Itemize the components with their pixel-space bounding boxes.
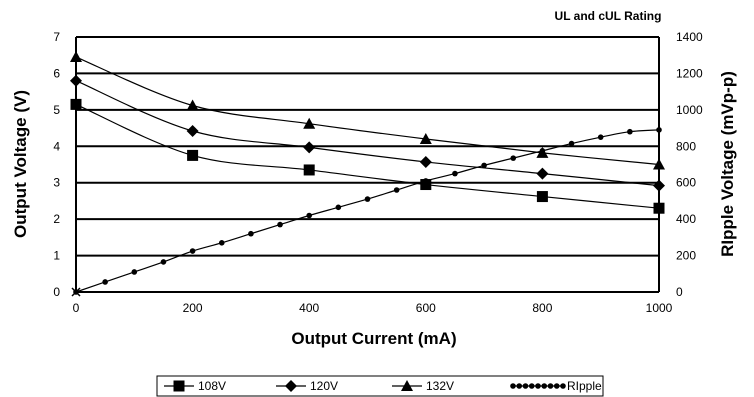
y2-axis-title: RIpple Voltage (mVp-p): [718, 71, 737, 257]
data-point: [335, 204, 342, 211]
data-point: [393, 187, 400, 193]
x-tick-label: 800: [532, 301, 552, 315]
y2-tick-label: 800: [676, 139, 696, 153]
x-axis-title: Output Current (mA): [291, 329, 456, 348]
legend-marker: [173, 380, 185, 392]
data-point: [187, 149, 199, 161]
y2-tick-label: 400: [676, 212, 696, 226]
series-line: [75, 80, 660, 187]
grid: [76, 36, 659, 293]
data-point: [627, 128, 633, 135]
data-point: [419, 155, 432, 168]
legend-marker: [401, 380, 413, 391]
origin-mark: [71, 287, 81, 297]
data-point: [653, 202, 665, 214]
legend-label: 108V: [198, 379, 226, 393]
data-point: [70, 51, 82, 63]
x-tick-label: 400: [299, 301, 319, 315]
data-point: [423, 178, 429, 184]
data-point: [186, 124, 199, 137]
data-point: [364, 196, 371, 202]
data-point: [303, 141, 316, 154]
data-point: [306, 212, 313, 219]
data-point: [656, 127, 662, 133]
y2-tick-label: 1200: [676, 66, 703, 80]
data-point: [186, 99, 199, 111]
y2-tick-label: 1400: [676, 30, 703, 44]
x-tick-label: 1000: [646, 301, 673, 315]
y2-tick-label: 0: [676, 285, 683, 299]
data-point: [277, 221, 283, 228]
y-tick-label: 5: [53, 103, 60, 117]
y-tick-label: 7: [53, 30, 60, 44]
data-point: [303, 117, 316, 129]
legend-marker: [535, 383, 541, 389]
data-point: [539, 148, 546, 154]
tick-labels: 0 1 2 3 4 5 6 7 0 200 400 600 800 1000 1200 1400 0 200 400…: [53, 30, 703, 315]
data-point: [218, 240, 225, 246]
y-tick-label: 0: [53, 285, 60, 299]
data-point: [510, 155, 517, 161]
axes: [75, 37, 660, 292]
data-point: [102, 279, 108, 285]
legend-box: [156, 375, 604, 397]
data-point: [419, 133, 432, 144]
data-point: [536, 167, 549, 180]
data-point: [653, 179, 665, 192]
data-point: [189, 248, 196, 254]
series-line: [75, 56, 660, 166]
y-tick-label: 6: [53, 66, 60, 80]
legend-marker: [516, 383, 523, 389]
data-point: [303, 164, 315, 176]
x-tick-label: 200: [183, 301, 203, 315]
legend: 108V 120V 132V RIpple: [156, 375, 604, 397]
series-line: [75, 103, 660, 209]
y2-tick-label: 1000: [676, 103, 703, 117]
x-tick-label: 600: [416, 301, 436, 315]
legend-marker: [541, 383, 548, 389]
series-group: [70, 51, 665, 297]
legend-label: 132V: [426, 379, 454, 393]
y2-tick-label: 200: [676, 249, 696, 263]
data-point: [536, 191, 548, 203]
annotation: UL and cUL Rating: [555, 9, 662, 23]
legend-label: RIpple: [567, 379, 602, 393]
legend-label: 120V: [310, 379, 338, 393]
series-120v: [70, 74, 665, 192]
y-tick-label: 2: [53, 212, 60, 226]
series-line: [75, 129, 660, 293]
legend-marker: [285, 380, 297, 392]
data-point: [653, 158, 665, 170]
legend-marker: [547, 383, 554, 389]
y-axis-title: Output Voltage (V): [11, 90, 30, 238]
series-108v: [70, 98, 665, 214]
series-132v: [70, 51, 665, 170]
data-point: [131, 269, 138, 275]
data-point: [160, 259, 167, 265]
legend-marker: [560, 383, 566, 389]
data-point: [70, 98, 82, 110]
x-tick-label: 0: [73, 301, 80, 315]
data-point: [248, 230, 254, 237]
data-point: [481, 162, 487, 169]
series-ripple: [73, 127, 662, 295]
data-point: [420, 179, 432, 191]
y-tick-label: 4: [53, 139, 60, 153]
y2-tick-label: 600: [676, 176, 696, 190]
data-point: [70, 74, 82, 87]
data-point: [452, 170, 458, 177]
y-tick-label: 1: [53, 249, 60, 263]
y-tick-label: 3: [53, 176, 60, 190]
legend-marker: [553, 383, 560, 389]
legend-marker: [510, 383, 516, 389]
data-point: [597, 134, 604, 140]
data-point: [568, 140, 575, 147]
legend-marker: [528, 383, 535, 389]
legend-marker: [522, 383, 529, 389]
